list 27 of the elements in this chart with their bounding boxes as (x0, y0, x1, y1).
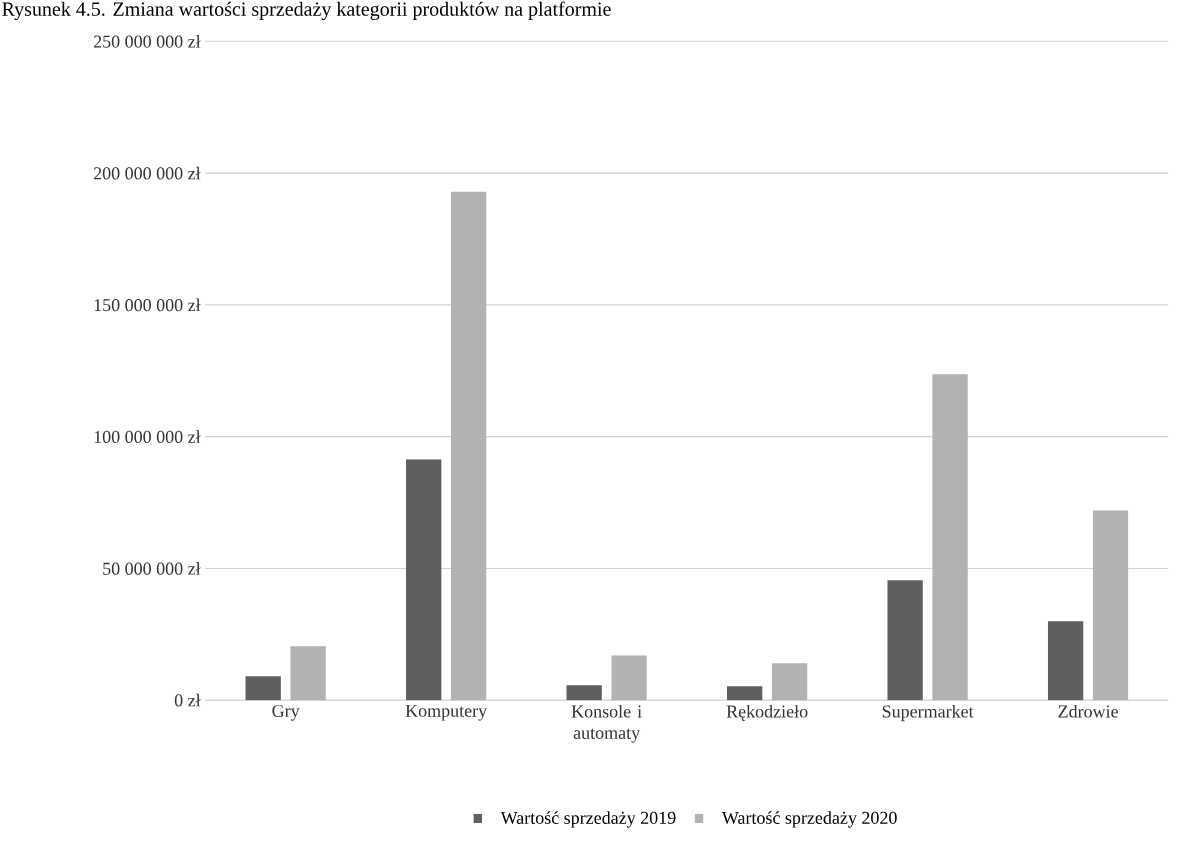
x-tick-label: Rękodzieło (726, 704, 808, 721)
chart-title: Rysunek 4.5. Zmiana wartości sprzedaży kategorii produktów na platformie (2, 1, 611, 21)
y-tick-label: 250 000 000 zł (93, 35, 201, 48)
x-tick-label: Gry (272, 704, 300, 721)
y-tick-label: 100 000 000 zł (94, 430, 201, 444)
y-tick-label: 150 000 000 zł (94, 298, 201, 312)
legend-label: Wartość sprzedaży 2019 (500, 811, 676, 828)
bar (406, 459, 442, 701)
legend-label: Wartość sprzedaży 2020 (721, 811, 897, 828)
bar (245, 676, 281, 701)
bar (771, 663, 808, 701)
x-tick-label: Supermarket (882, 704, 974, 722)
bar (611, 655, 647, 701)
bar (726, 686, 763, 701)
bar (887, 580, 923, 701)
y-tick-label: 200 000 000 zł (93, 166, 201, 180)
bar (566, 685, 602, 701)
x-tick-label: Zdrowie (1058, 704, 1118, 718)
bar (1047, 621, 1084, 701)
bar (290, 646, 326, 701)
x-tick-label: Konsole i automaty (571, 704, 642, 743)
bar (1092, 510, 1129, 701)
bar (932, 374, 968, 701)
bar (450, 191, 487, 701)
y-tick-label: 0 zł (174, 693, 201, 707)
y-tick-label: 50 000 000 zł (103, 562, 201, 575)
x-tick-label: Komputery (405, 704, 488, 721)
